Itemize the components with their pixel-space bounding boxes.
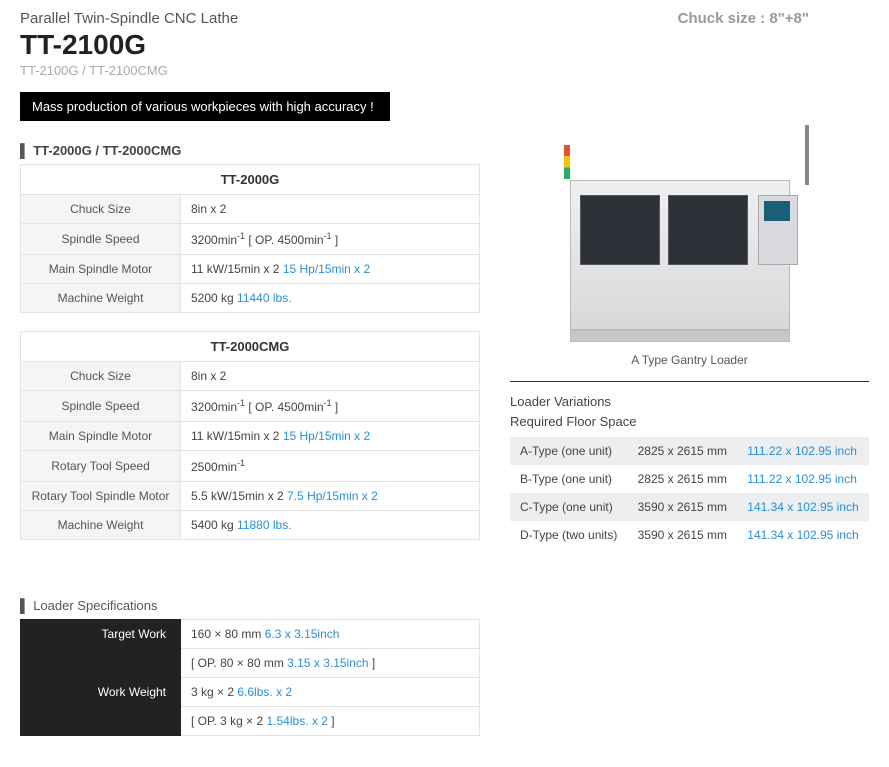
cell: 141.34 x 102.95 inch bbox=[737, 493, 869, 521]
row-value: 5400 kg 11880 lbs. bbox=[181, 511, 480, 540]
row-label: Rotary Tool Speed bbox=[21, 451, 181, 482]
row-label: Main Spindle Motor bbox=[21, 422, 181, 451]
row-label: Target Work bbox=[21, 620, 181, 649]
row-value: 160 × 80 mm 6.3 x 3.15inch bbox=[181, 620, 480, 649]
row-label-empty bbox=[21, 707, 181, 736]
row-value: 5200 kg 11440 lbs. bbox=[181, 284, 480, 313]
chuck-size: Chuck size : 8"+8" bbox=[678, 10, 809, 27]
row-label: Machine Weight bbox=[21, 284, 181, 313]
banner: Mass production of various workpieces wi… bbox=[20, 92, 390, 121]
row-label: Machine Weight bbox=[21, 511, 181, 540]
row-value: 3200min-1 [ OP. 4500min-1 ] bbox=[181, 391, 480, 422]
spec-table-2000g: TT-2000G Chuck Size 8in x 2 Spindle Spee… bbox=[20, 164, 480, 313]
machine-image bbox=[540, 125, 840, 345]
cell: D-Type (two units) bbox=[510, 521, 628, 549]
cell: 141.34 x 102.95 inch bbox=[737, 521, 869, 549]
row-value: 3 kg × 2 6.6lbs. x 2 bbox=[181, 678, 480, 707]
row-label: Work Weight bbox=[21, 678, 181, 707]
row-label: Chuck Size bbox=[21, 195, 181, 224]
cell: 3590 x 2615 mm bbox=[628, 521, 738, 549]
row-value: 11 kW/15min x 2 15 Hp/15min x 2 bbox=[181, 422, 480, 451]
table-header: TT-2000G bbox=[21, 165, 480, 195]
cell: 2825 x 2615 mm bbox=[628, 465, 738, 493]
row-value: 8in x 2 bbox=[181, 195, 480, 224]
section-title-models: ▌TT-2000G / TT-2000CMG bbox=[20, 143, 480, 158]
row-value: 8in x 2 bbox=[181, 362, 480, 391]
row-label: Rotary Tool Spindle Motor bbox=[21, 482, 181, 511]
cell: 3590 x 2615 mm bbox=[628, 493, 738, 521]
row-value: 2500min-1 bbox=[181, 451, 480, 482]
section-title-loader: ▌Loader Specifications bbox=[20, 598, 480, 613]
cell: 111.22 x 102.95 inch bbox=[737, 437, 869, 465]
cell: C-Type (one unit) bbox=[510, 493, 628, 521]
row-label: Spindle Speed bbox=[21, 224, 181, 255]
floor-space-table: A-Type (one unit)2825 x 2615 mm111.22 x … bbox=[510, 437, 869, 549]
row-label: Main Spindle Motor bbox=[21, 255, 181, 284]
row-value: 5.5 kW/15min x 2 7.5 Hp/15min x 2 bbox=[181, 482, 480, 511]
cell: 111.22 x 102.95 inch bbox=[737, 465, 869, 493]
cell: A-Type (one unit) bbox=[510, 437, 628, 465]
subtitle: Parallel Twin-Spindle CNC Lathe bbox=[20, 10, 238, 27]
row-label-empty bbox=[21, 649, 181, 678]
row-value: 11 kW/15min x 2 15 Hp/15min x 2 bbox=[181, 255, 480, 284]
row-label: Spindle Speed bbox=[21, 391, 181, 422]
cell: 2825 x 2615 mm bbox=[628, 437, 738, 465]
row-value: [ OP. 3 kg × 2 1.54lbs. x 2 ] bbox=[181, 707, 480, 736]
row-value: [ OP. 80 × 80 mm 3.15 x 3.15inch ] bbox=[181, 649, 480, 678]
loader-variations-title: Loader VariationsRequired Floor Space bbox=[510, 392, 869, 431]
row-value: 3200min-1 [ OP. 4500min-1 ] bbox=[181, 224, 480, 255]
image-caption: A Type Gantry Loader bbox=[510, 353, 869, 367]
model-title: TT-2100G bbox=[20, 29, 238, 61]
model-subtitle: TT-2100G / TT-2100CMG bbox=[20, 63, 238, 78]
loader-spec-table: Target Work 160 × 80 mm 6.3 x 3.15inch [… bbox=[20, 619, 480, 736]
table-header: TT-2000CMG bbox=[21, 332, 480, 362]
row-label: Chuck Size bbox=[21, 362, 181, 391]
spec-table-2000cmg: TT-2000CMG Chuck Size 8in x 2 Spindle Sp… bbox=[20, 331, 480, 540]
cell: B-Type (one unit) bbox=[510, 465, 628, 493]
divider bbox=[510, 381, 869, 382]
